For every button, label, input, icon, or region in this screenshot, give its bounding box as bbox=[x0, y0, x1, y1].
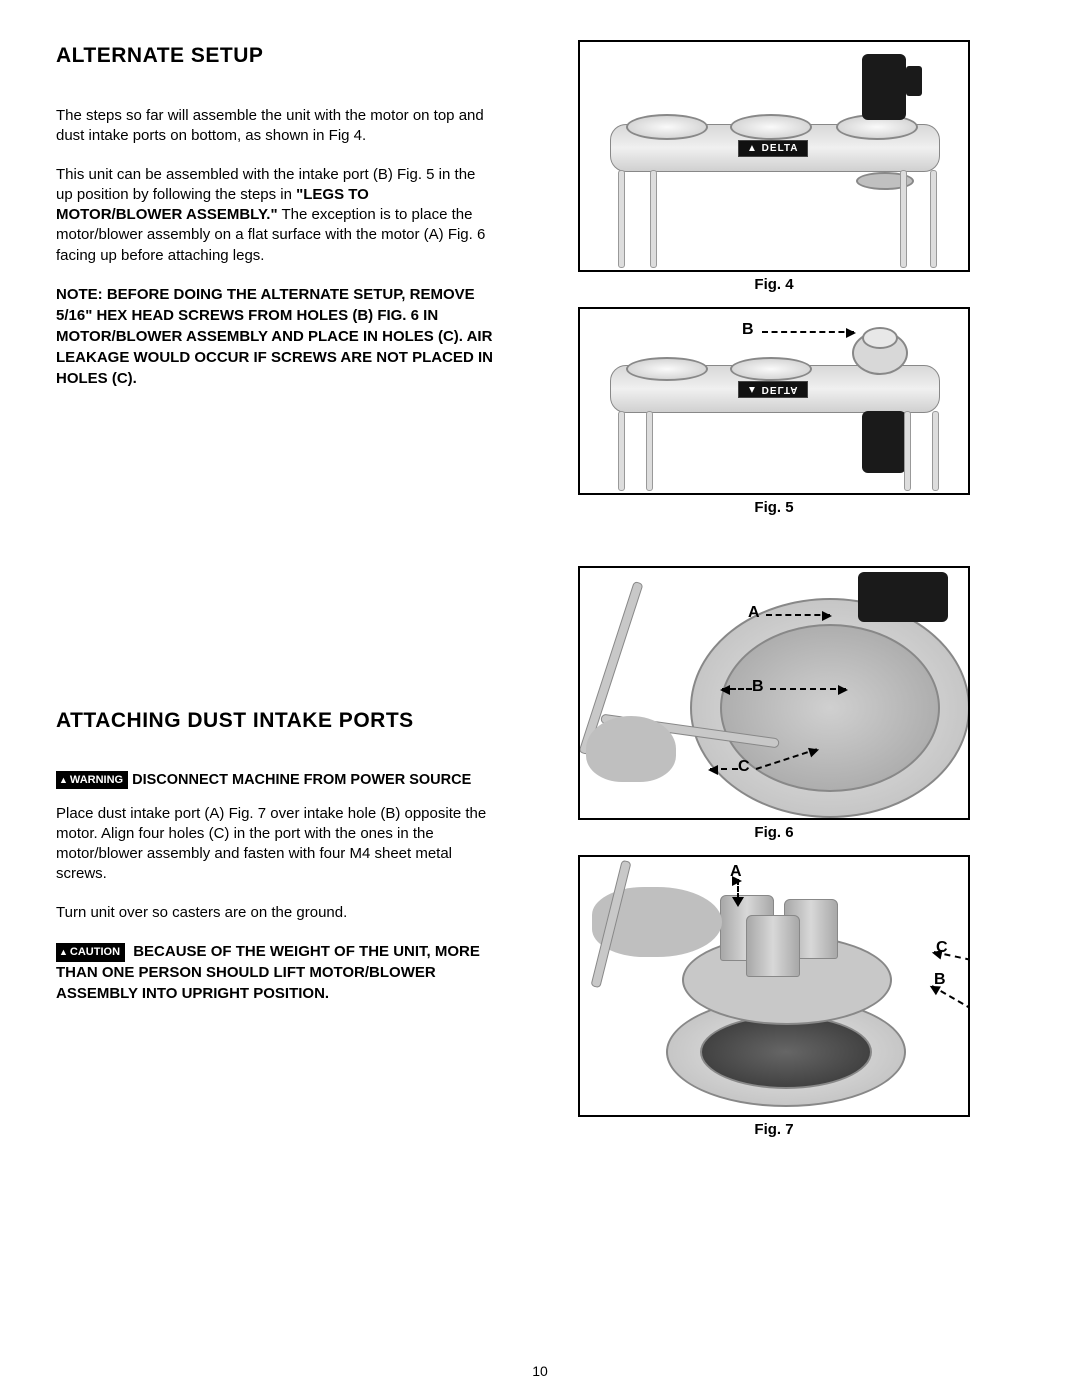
warning-text: DISCONNECT MACHINE FROM POWER SOURCE bbox=[132, 771, 496, 790]
fig6-label-b: B bbox=[752, 678, 764, 696]
fig6-label-a: A bbox=[748, 604, 760, 622]
section2-p1: Place dust intake port (A) Fig. 7 over i… bbox=[56, 804, 496, 885]
page-content: ALTERNATE SETUP The steps so far will as… bbox=[56, 40, 1024, 1152]
page-number: 10 bbox=[0, 1363, 1080, 1379]
right-column: ▲ DELTA Fig. 4 ▲ DELTA B Fig. 5 bbox=[524, 40, 1024, 1152]
caution-badge: CAUTION bbox=[56, 943, 125, 962]
section1-note: NOTE: BEFORE DOING THE ALTERNATE SETUP, … bbox=[56, 284, 496, 389]
figure-7: A C B bbox=[578, 855, 970, 1117]
figure-5: ▲ DELTA B bbox=[578, 307, 970, 495]
section2-heading: ATTACHING DUST INTAKE PORTS bbox=[56, 709, 496, 733]
section1-heading: ALTERNATE SETUP bbox=[56, 44, 496, 68]
caution-block: CAUTION BECAUSE OF THE WEIGHT OF THE UNI… bbox=[56, 941, 496, 1004]
figure-4: ▲ DELTA bbox=[578, 40, 970, 272]
brand-plate: ▲ DELTA bbox=[738, 140, 808, 157]
figure-6: A B C bbox=[578, 566, 970, 820]
section2-p2: Turn unit over so casters are on the gro… bbox=[56, 903, 496, 923]
brand-plate-inverted: ▲ DELTA bbox=[738, 381, 808, 398]
left-column: ALTERNATE SETUP The steps so far will as… bbox=[56, 40, 496, 1152]
fig6-caption: Fig. 6 bbox=[754, 824, 793, 841]
section1-p2: This unit can be assembled with the inta… bbox=[56, 165, 496, 266]
fig7-caption: Fig. 7 bbox=[754, 1121, 793, 1138]
warning-line: WARNING DISCONNECT MACHINE FROM POWER SO… bbox=[56, 771, 496, 790]
fig5-label-b: B bbox=[742, 321, 754, 339]
warning-badge: WARNING bbox=[56, 771, 128, 789]
section1-p1: The steps so far will assemble the unit … bbox=[56, 106, 496, 147]
fig6-label-c: C bbox=[738, 758, 750, 776]
fig4-caption: Fig. 4 bbox=[754, 276, 793, 293]
p2-pre: This unit can be assembled with the inta… bbox=[56, 166, 475, 203]
section2: ATTACHING DUST INTAKE PORTS WARNING DISC… bbox=[56, 709, 496, 1004]
fig5-caption: Fig. 5 bbox=[754, 499, 793, 516]
